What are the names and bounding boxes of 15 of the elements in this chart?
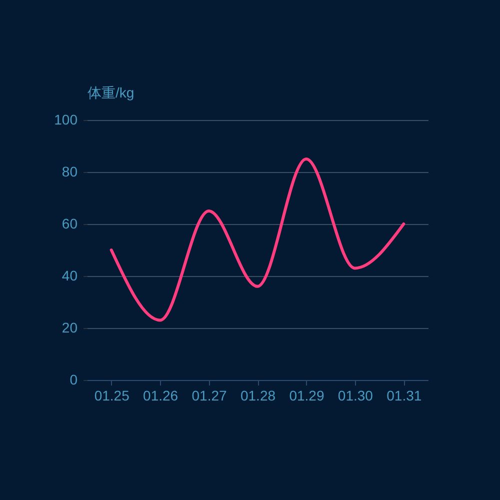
x-tick-label: 01.28 xyxy=(240,388,276,404)
y-tick-label: 20 xyxy=(62,320,78,336)
x-tick-label: 01.26 xyxy=(143,388,178,404)
y-tick-label: 80 xyxy=(62,164,78,180)
x-tick-label: 01.25 xyxy=(94,388,130,404)
x-tick-label: 01.30 xyxy=(338,388,374,404)
y-axis-title: 体重/kg xyxy=(88,84,134,100)
y-tick-label: 0 xyxy=(70,372,78,388)
y-tick-label: 60 xyxy=(62,216,78,232)
y-tick-label: 100 xyxy=(54,112,78,128)
line-series xyxy=(110,158,406,322)
y-tick-label: 40 xyxy=(62,268,78,284)
x-tick-label: 01.31 xyxy=(386,388,422,404)
x-tick-label: 01.29 xyxy=(289,388,324,404)
x-tick-label: 01.27 xyxy=(192,388,228,404)
